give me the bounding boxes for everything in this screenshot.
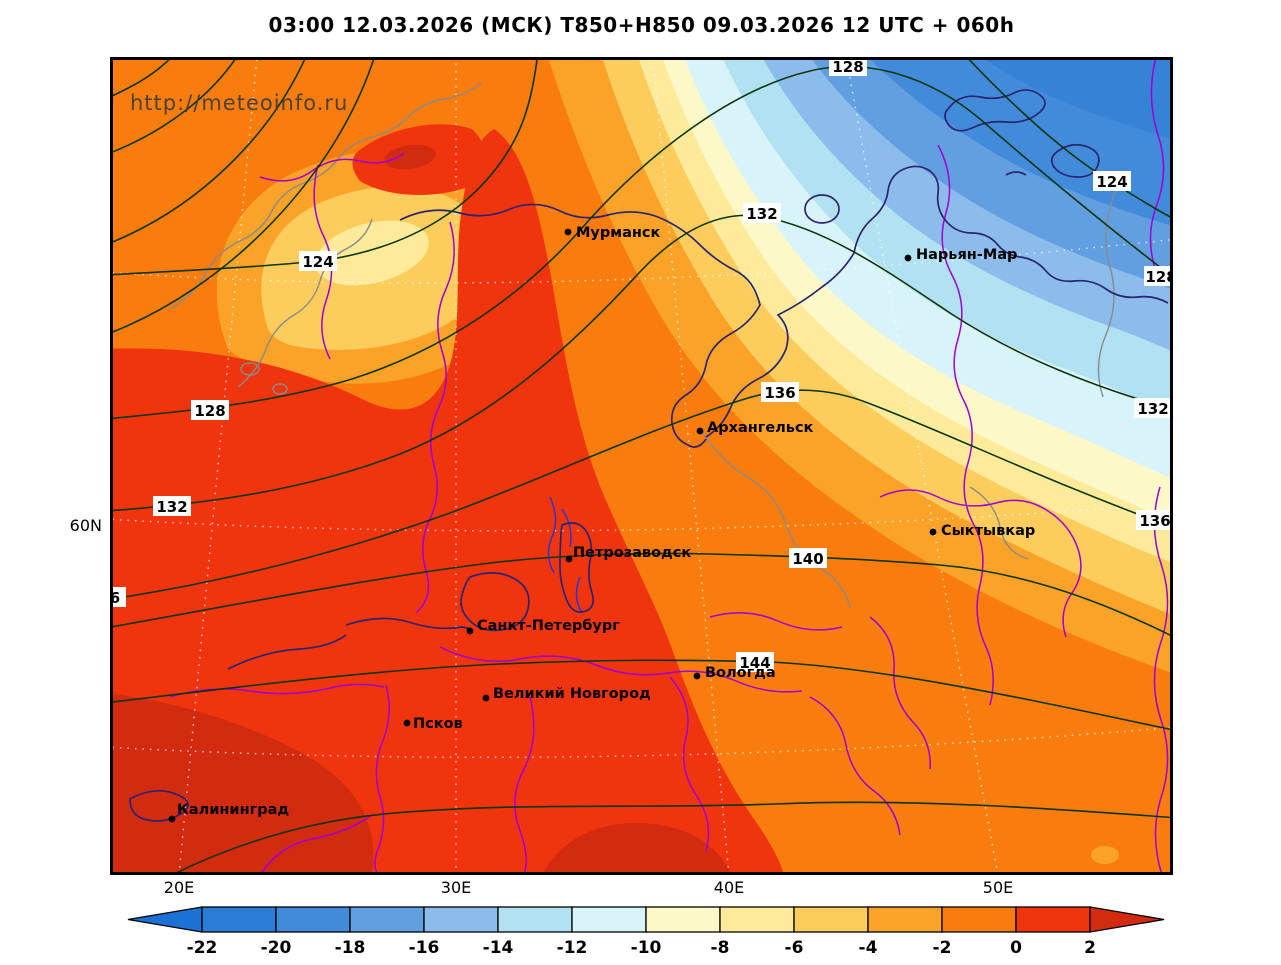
contour-label: 128 <box>829 57 867 76</box>
svg-text:-2: -2 <box>933 938 952 958</box>
height-contour-lines <box>110 57 1173 875</box>
graticule-grid <box>110 57 1173 875</box>
city-murmansk: Мурманск <box>564 225 661 241</box>
svg-text:136: 136 <box>1139 512 1170 530</box>
svg-text:-6: -6 <box>785 938 804 958</box>
y-axis-tick-60n: 60N <box>69 516 102 535</box>
city-vologda: Вологда <box>693 665 776 681</box>
gray-coastlines-rivers <box>169 82 1116 609</box>
city-petrozavodsk: Петрозаводск <box>565 545 691 563</box>
contour-label: 132 <box>1134 398 1172 418</box>
svg-text:Петрозаводск: Петрозаводск <box>573 545 691 561</box>
svg-text:-20: -20 <box>261 938 292 958</box>
svg-text:Нарьян-Мар: Нарьян-Мар <box>916 247 1017 263</box>
svg-text:124: 124 <box>1096 173 1127 191</box>
contour-label: 136 <box>1136 510 1173 530</box>
svg-text:132: 132 <box>1137 400 1168 418</box>
svg-text:2: 2 <box>1084 938 1096 958</box>
svg-text:Вологда: Вологда <box>705 665 776 681</box>
svg-text:Санкт-Петербург: Санкт-Петербург <box>477 618 620 634</box>
svg-text:-12: -12 <box>557 938 588 958</box>
svg-text:124: 124 <box>302 253 333 271</box>
svg-text:Великий Новгород: Великий Новгород <box>493 686 651 702</box>
svg-text:-22: -22 <box>187 938 218 958</box>
x-axis-tick-30e: 30E <box>440 878 472 897</box>
city-veliky-novgorod: Великий Новгород <box>482 686 651 702</box>
svg-text:-18: -18 <box>335 938 366 958</box>
city-markers: Мурманск Нарьян-Мар Архангельск Сыктывка… <box>168 225 1035 823</box>
svg-text:Псков: Псков <box>413 716 463 732</box>
svg-text:132: 132 <box>746 205 777 223</box>
svg-text:140: 140 <box>792 550 823 568</box>
svg-text:6: 6 <box>110 589 120 607</box>
purple-borders <box>169 57 1169 875</box>
contour-label: 132 <box>153 496 191 516</box>
svg-text:128: 128 <box>832 58 863 76</box>
contour-label: 144 <box>736 652 774 672</box>
x-axis-tick-40e: 40E <box>713 878 745 897</box>
city-syktyvkar: Сыктывкар <box>929 523 1035 539</box>
contour-value-labels: 124 128 132 6 132 136 140 144 128 124 12… <box>110 57 1173 672</box>
svg-text:-14: -14 <box>483 938 514 958</box>
contour-label: 128 <box>1144 266 1173 286</box>
colorbar-arrow-left <box>127 906 203 933</box>
contour-label: 124 <box>1093 171 1131 191</box>
contour-label: 136 <box>761 382 799 402</box>
svg-text:Мурманск: Мурманск <box>576 225 661 241</box>
contour-label: 128 <box>191 400 229 420</box>
map-border <box>110 57 1173 875</box>
svg-text:132: 132 <box>156 498 187 516</box>
contour-label: 124 <box>299 251 337 271</box>
watermark-url: http://meteoinfo.ru <box>130 91 348 115</box>
city-kaliningrad: Калининград <box>168 802 289 823</box>
svg-text:-8: -8 <box>711 938 730 958</box>
svg-text:-4: -4 <box>859 938 878 958</box>
temperature-colorbar: -22 -20 -18 -16 -14 -12 -10 -8 -6 -4 -2 … <box>120 901 1180 965</box>
page-title: 03:00 12.03.2026 (МСК) T850+H850 09.03.2… <box>268 13 1015 37</box>
svg-text:Архангельск: Архангельск <box>707 420 814 436</box>
colorbar-tick-labels: -22 -20 -18 -16 -14 -12 -10 -8 -6 -4 -2 … <box>187 938 1096 958</box>
colorbar-arrow-right <box>1089 906 1165 933</box>
colorbar-segments <box>127 906 1165 933</box>
contour-label: 140 <box>789 548 827 568</box>
svg-text:136: 136 <box>764 384 795 402</box>
city-pskov: Псков <box>403 716 463 732</box>
svg-text:144: 144 <box>739 654 770 672</box>
city-arkhangelsk: Архангельск <box>696 420 814 436</box>
contour-label: 6 <box>110 587 126 607</box>
city-naryan-mar: Нарьян-Мар <box>904 247 1017 263</box>
contour-label: 132 <box>743 203 781 223</box>
svg-text:-16: -16 <box>409 938 440 958</box>
svg-text:Калининград: Калининград <box>177 802 289 818</box>
colorbar-canvas: -22 -20 -18 -16 -14 -12 -10 -8 -6 -4 -2 … <box>127 906 1165 958</box>
svg-text:0: 0 <box>1010 938 1022 958</box>
x-axis-tick-20e: 20E <box>163 878 195 897</box>
weather-map: 124 128 132 6 132 136 140 144 128 124 12… <box>110 57 1173 875</box>
coastlines <box>129 89 1169 822</box>
svg-text:128: 128 <box>1145 268 1173 286</box>
lake-outlines-karelia <box>547 496 583 614</box>
svg-text:Сыктывкар: Сыктывкар <box>941 523 1035 539</box>
map-canvas: 124 128 132 6 132 136 140 144 128 124 12… <box>110 57 1173 875</box>
city-saint-petersburg: Санкт-Петербург <box>466 618 620 635</box>
svg-text:128: 128 <box>194 402 225 420</box>
svg-text:-10: -10 <box>631 938 662 958</box>
x-axis-tick-50e: 50E <box>982 878 1014 897</box>
